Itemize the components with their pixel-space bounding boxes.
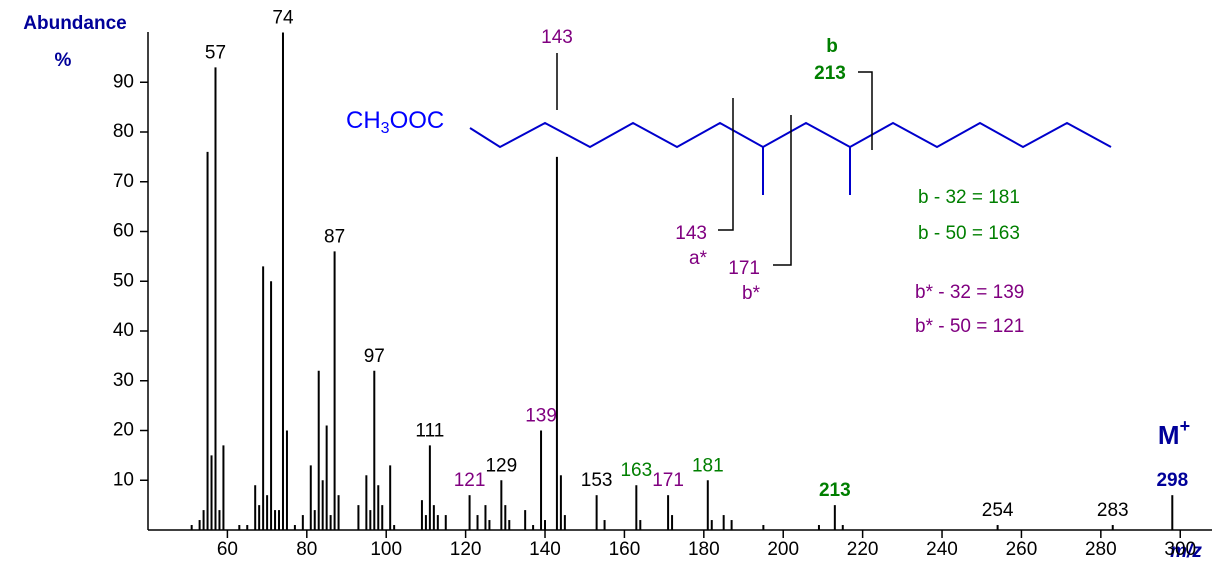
peak-label: 283 [1097, 500, 1129, 521]
cleavage-tag: b* [742, 283, 761, 304]
peak-label: 254 [982, 500, 1014, 521]
peak-label: 121 [454, 470, 486, 491]
molecular-ion-symbol: M [1158, 420, 1180, 450]
y-tick-label: 80 [113, 121, 134, 142]
molecular-ion-charge: + [1180, 416, 1191, 436]
peak-label: 213 [819, 480, 851, 501]
chain [469, 121, 1112, 149]
y-tick-label: 40 [113, 320, 134, 341]
formula: CH3OOC [346, 107, 444, 137]
cleavage-tag: b [826, 36, 838, 57]
cleavage-line [773, 115, 792, 266]
cleavage-label: 213 [814, 63, 846, 84]
peak-label: 153 [581, 470, 613, 491]
y-tick-label: 10 [113, 469, 134, 490]
peak-label: 111 [415, 420, 444, 441]
y-tick-label: 60 [113, 221, 134, 242]
x-tick-label: 140 [529, 539, 561, 560]
x-tick-label: 300 [1164, 539, 1196, 560]
molecular-ion: M+ [1158, 416, 1190, 450]
peak-label: 87 [324, 226, 345, 247]
peak-label: 298 [1156, 470, 1188, 491]
x-tick-label: 60 [217, 539, 238, 560]
y-tick-label: 90 [113, 71, 134, 92]
y-axis-label: Abundance [23, 13, 126, 34]
x-tick-label: 260 [1006, 539, 1038, 560]
peak-label: 171 [652, 470, 684, 491]
peak-label: 163 [620, 460, 652, 481]
equation: b* - 32 = 139 [915, 282, 1024, 303]
peak-label: 74 [272, 8, 294, 29]
cleavage-label: 143 [675, 223, 707, 244]
x-tick-label: 80 [296, 539, 317, 560]
equation: b - 32 = 181 [918, 187, 1020, 208]
cleavage-line [858, 71, 873, 150]
formula-subscript: 3 [381, 120, 390, 137]
cleavage-line [718, 98, 734, 231]
x-tick-label: 180 [688, 539, 720, 560]
peak-label: 139 [525, 406, 557, 427]
peak-label: 181 [692, 455, 724, 476]
formula-part: OOC [390, 107, 445, 134]
formula-part: CH [346, 107, 381, 134]
equation: b* - 50 = 121 [915, 316, 1024, 337]
x-tick-label: 160 [609, 539, 641, 560]
y-axis-unit: % [55, 50, 72, 71]
x-tick-label: 100 [370, 539, 402, 560]
peak-label: 57 [205, 42, 226, 63]
y-tick-label: 30 [113, 370, 134, 391]
equation: b - 50 = 163 [918, 223, 1020, 244]
x-axis-label: m/z [1170, 541, 1202, 562]
x-tick-label: 200 [767, 539, 799, 560]
x-tick-label: 280 [1085, 539, 1117, 560]
y-tick-label: 70 [113, 171, 134, 192]
peak-label: 97 [364, 346, 385, 367]
cleavage-label: 171 [728, 258, 760, 279]
x-tick-label: 220 [847, 539, 879, 560]
y-tick-label: 50 [113, 270, 134, 291]
cleavage-tag: a* [689, 248, 708, 269]
structure: CH3OOC 143 143 a* 171 b* b 213 b - 32 = … [346, 27, 1112, 337]
x-tick-label: 240 [926, 539, 958, 560]
cleavage-label: 143 [541, 27, 573, 48]
peak-label: 129 [485, 455, 517, 476]
x-tick-label: 120 [450, 539, 482, 560]
y-tick-label: 20 [113, 420, 134, 441]
